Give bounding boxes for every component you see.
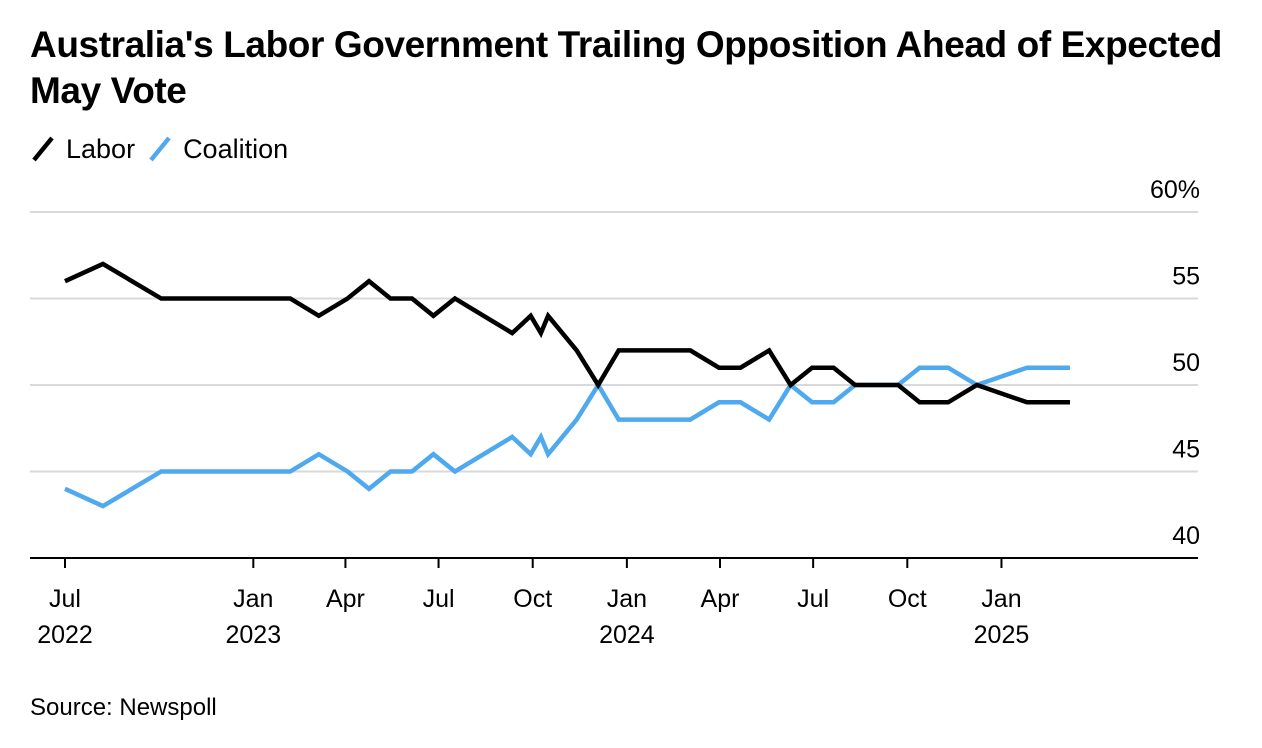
series-lines xyxy=(64,261,1070,509)
legend-item-labor: Labor xyxy=(32,131,135,167)
legend-label-coalition: Coalition xyxy=(183,134,289,164)
x-tick-label-year: 2025 xyxy=(974,621,1030,649)
y-tick-label-45: 45 xyxy=(1172,436,1200,464)
legend-swatch-labor xyxy=(32,136,54,162)
x-tick-label-month: Jan xyxy=(981,585,1021,613)
series-line-labor xyxy=(64,261,1070,405)
legend-swatch-coalition xyxy=(149,136,171,162)
x-tick-label-month: Oct xyxy=(888,585,927,613)
x-tick-label-year: 2024 xyxy=(599,621,655,649)
x-tick-label-month: Jan xyxy=(607,585,647,613)
y-tick-label-50: 50 xyxy=(1172,349,1200,377)
gridlines xyxy=(30,211,1198,473)
x-tick-label-year: 2023 xyxy=(226,621,282,649)
x-tick-label-month: Apr xyxy=(701,585,740,613)
x-tick-label-month: Jul xyxy=(49,585,81,613)
legend: Labor Coalition xyxy=(32,131,302,167)
y-tick-label-55: 55 xyxy=(1172,263,1200,291)
x-tick-label-month: Jan xyxy=(233,585,273,613)
y-axis-tick-labels: 40 45 50 55 60% xyxy=(1150,176,1200,550)
x-tick-label-year: 2022 xyxy=(37,621,93,649)
x-tick-label-month: Apr xyxy=(326,585,365,613)
chart-title: Australia's Labor Government Trailing Op… xyxy=(30,24,1222,111)
x-tick-label-month: Jul xyxy=(423,585,455,613)
line-chart: 40 45 50 55 60% Jul 2022 Jan 2023 Apr Jul Oct Jan 20… xyxy=(30,176,1200,649)
series-line-coalition xyxy=(64,365,1070,509)
source-note: Source: Newspoll xyxy=(30,694,217,721)
x-tick-label-month: Jul xyxy=(797,585,829,613)
y-tick-label-60: 60% xyxy=(1150,176,1200,204)
x-tick-label-month: Oct xyxy=(513,585,552,613)
y-tick-label-40: 40 xyxy=(1172,522,1200,550)
legend-label-labor: Labor xyxy=(66,134,136,164)
legend-item-coalition: Coalition xyxy=(149,131,288,167)
x-axis: Jul 2022 Jan 2023 Apr Jul Oct Jan 2024 Apr Jul Oct J… xyxy=(30,557,1198,649)
